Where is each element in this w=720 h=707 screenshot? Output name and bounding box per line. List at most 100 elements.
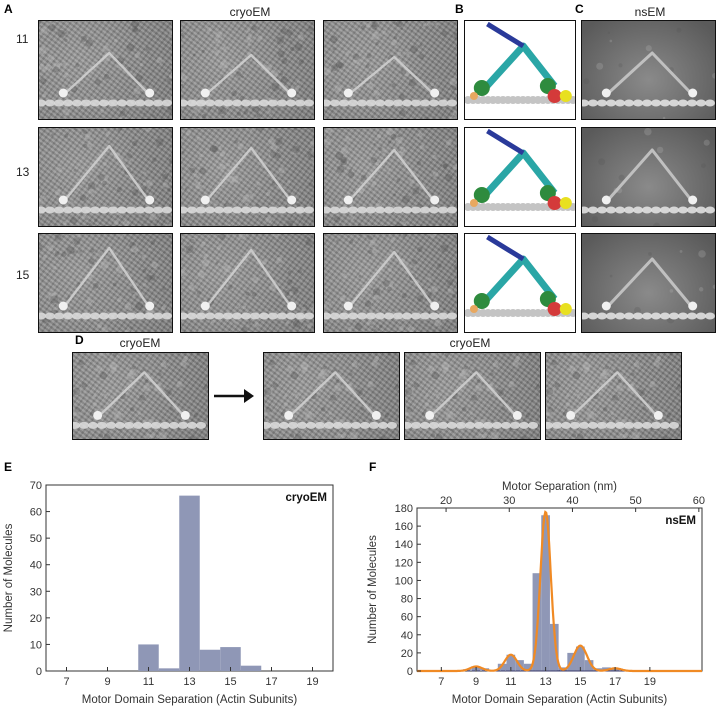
y-tick-label-70: 70 <box>30 480 42 492</box>
d-cryoem-left-header: cryoEM <box>119 336 161 350</box>
cryoem-micrograph-r1-c2 <box>180 20 315 120</box>
histogram-nsem: 7 9 11 13 15 17 19 0 20 40 60 80 100 120 140 160 180 20 30… <box>367 481 705 706</box>
cryoem-micrograph-r1-c1 <box>38 20 173 120</box>
top-axis-title: Motor Separation (nm) <box>502 481 617 493</box>
y-tick-label-50: 50 <box>30 533 42 545</box>
top-tick-label-60: 60 <box>693 495 705 507</box>
y-tick-label-160: 160 <box>395 521 413 533</box>
y-axis-title: Number of Molecules <box>3 523 15 632</box>
x-tick-label-11: 11 <box>505 676 516 688</box>
myosin-model-2 <box>464 127 576 227</box>
x-tick-label-7: 7 <box>63 676 69 688</box>
actin-filament <box>39 206 172 214</box>
x-tick-label-13: 13 <box>539 676 551 688</box>
panel-label-a: A <box>4 2 13 16</box>
actin-filament <box>546 421 679 429</box>
y-tick-label-0: 0 <box>407 666 413 678</box>
actin-filament <box>39 312 172 320</box>
actin-filament <box>582 206 715 214</box>
nsem-image-1 <box>581 20 716 120</box>
cryoem-micrograph-r3-c2 <box>180 233 315 333</box>
row-label-11: 11 <box>16 32 29 46</box>
d-cryoem-class-3 <box>545 352 682 440</box>
y-tick-label-180: 180 <box>395 503 413 515</box>
bar-11 <box>138 644 159 671</box>
top-tick-label-30: 30 <box>503 495 515 507</box>
panel-label-c: C <box>575 2 584 16</box>
bar-13 <box>541 515 550 671</box>
y-tick-label-60: 60 <box>30 507 42 519</box>
y-axis-title: Number of Molecules <box>367 535 379 644</box>
nsem-header: nsEM <box>634 5 666 19</box>
actin-filament <box>582 99 715 107</box>
y-tick-label-40: 40 <box>30 560 42 572</box>
cryoem-micrograph-r1-c3 <box>323 20 458 120</box>
row-label-15: 15 <box>16 268 30 282</box>
actin-filament <box>264 421 397 429</box>
myosin-model-3 <box>464 233 576 333</box>
x-tick-label-9: 9 <box>104 676 110 688</box>
cryoem-micrograph-r2-c3 <box>323 127 458 227</box>
x-tick-label-17: 17 <box>265 676 277 688</box>
bar-12 <box>158 668 180 671</box>
nsem-image-3 <box>581 233 716 333</box>
bar-10.5 <box>497 663 507 671</box>
x-tick-label-19: 19 <box>306 676 318 688</box>
y-tick-label-30: 30 <box>30 586 42 598</box>
cryoem-micrograph-r2-c2 <box>180 127 315 227</box>
y-tick-label-60: 60 <box>401 612 413 624</box>
bar-15 <box>576 646 585 671</box>
x-tick-label-9: 9 <box>473 676 479 688</box>
actin-filament <box>181 312 314 320</box>
panel-label-d: D <box>75 333 84 347</box>
d-cryoem-class-1 <box>263 352 400 440</box>
y-tick-label-20: 20 <box>30 613 42 625</box>
bar-13 <box>179 495 200 671</box>
y-tick-label-100: 100 <box>395 575 413 587</box>
x-tick-label-17: 17 <box>609 676 621 688</box>
x-axis-title: Motor Domain Separation (Actin Subunits) <box>82 694 298 706</box>
actin-filament <box>324 99 457 107</box>
x-tick-label-19: 19 <box>644 676 656 688</box>
y-tick-label-120: 120 <box>395 557 413 569</box>
cryoem-micrograph-r2-c1 <box>38 127 173 227</box>
x-tick-label-13: 13 <box>183 676 195 688</box>
cryoem-header: cryoEM <box>229 5 271 19</box>
bar-11 <box>506 654 516 671</box>
actin-filament <box>324 312 457 320</box>
panel-label-f: F <box>369 460 377 474</box>
x-tick-label-15: 15 <box>224 676 236 688</box>
d-cryoem-average <box>72 352 209 440</box>
histogram-cryoem: 7 9 11 13 15 17 19 0 10 20 30 40 50 60 70 Motor Domain … <box>3 480 334 706</box>
row-label-13: 13 <box>16 165 30 179</box>
actin-filament <box>582 312 715 320</box>
actin-filament <box>181 206 314 214</box>
top-tick-label-20: 20 <box>440 495 452 507</box>
top-tick-label-50: 50 <box>630 495 642 507</box>
panel-label-b: B <box>455 2 464 16</box>
bar-13.5 <box>549 623 559 671</box>
y-tick-label-80: 80 <box>401 594 413 606</box>
y-tick-label-10: 10 <box>30 639 42 651</box>
plot-frame <box>416 507 703 672</box>
cryoem-micrograph-r3-c3 <box>323 233 458 333</box>
bar-16 <box>240 665 262 671</box>
y-tick-label-20: 20 <box>401 648 413 660</box>
x-axis-title: Motor Domain Separation (Actin Subunits) <box>452 694 668 706</box>
right-arrow-icon <box>214 389 254 403</box>
actin-filament <box>73 421 206 429</box>
y-tick-label-140: 140 <box>395 539 413 551</box>
bar-12 <box>523 663 533 671</box>
x-tick-label-15: 15 <box>574 676 586 688</box>
x-tick-label-11: 11 <box>143 676 154 688</box>
bar-14 <box>199 649 221 671</box>
actin-filament <box>181 99 314 107</box>
actin-filament <box>324 206 457 214</box>
nsem-image-2 <box>581 127 716 227</box>
y-tick-label-0: 0 <box>36 666 42 678</box>
d-cryoem-right-header: cryoEM <box>449 336 491 350</box>
bar-15 <box>220 647 241 671</box>
top-tick-label-40: 40 <box>566 495 578 507</box>
actin-filament <box>39 99 172 107</box>
fit-total-curve <box>417 510 702 673</box>
